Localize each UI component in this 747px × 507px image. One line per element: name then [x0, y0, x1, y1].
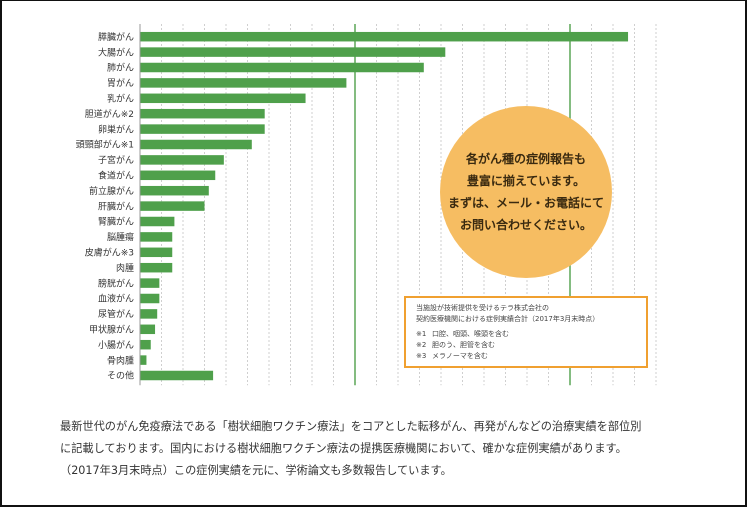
category-label: 膵臓がん: [98, 31, 134, 43]
bar: [140, 93, 306, 104]
bar: [140, 293, 160, 304]
note-mark: ※2: [416, 341, 427, 349]
caption-line: 最新世代のがん免疫療法である「樹状細胞ワクチン療法」をコアとした転移がん、再発が…: [60, 420, 642, 433]
bar: [140, 139, 252, 150]
category-label: 前立腺がん: [89, 185, 134, 197]
category-label: 卵巣がん: [98, 123, 134, 135]
bar: [140, 185, 209, 196]
category-label: 皮膚がん※3: [85, 247, 134, 259]
bars: [140, 31, 629, 381]
category-label: 尿管がん: [98, 308, 134, 320]
bar: [140, 78, 347, 88]
bar: [140, 62, 424, 73]
category-label: 頭頸部がん※1: [76, 139, 134, 151]
category-label: 子宮がん: [98, 154, 134, 166]
bar: [140, 124, 265, 134]
category-label: 大腸がん: [98, 46, 134, 58]
note-item: ※1 口腔、咽頭、喉頭を含む: [416, 329, 636, 340]
caption-line: （2017年3月末時点）この症例実績を元に、学術論文も多数報告しています。: [60, 464, 452, 477]
bubble-line: まずは、メール・お電話にて: [447, 196, 604, 210]
category-label: 膀胱がん: [98, 277, 134, 289]
category-label: 腎臓がん: [98, 216, 134, 228]
category-label: 胃がん: [107, 77, 134, 89]
bar: [140, 324, 156, 335]
bubble-line: 各がん種の症例報告も: [465, 152, 586, 166]
bar: [140, 155, 224, 165]
bar: [140, 170, 216, 181]
bar: [140, 309, 158, 319]
bar: [140, 232, 173, 242]
bar: [140, 355, 147, 365]
note-text: メラノーマを含む: [432, 352, 488, 360]
category-label: 脳腫瘍: [107, 231, 134, 243]
note-text: 口腔、咽頭、喉頭を含む: [432, 330, 509, 338]
bar: [140, 31, 629, 42]
bubble-line: お問い合わせください。: [459, 218, 592, 232]
bubble-line: 豊富に揃えています。: [466, 174, 586, 188]
bar: [140, 370, 214, 381]
category-label: 胆道がん※2: [85, 108, 134, 120]
note-text: 胆のう、胆管を含む: [432, 341, 495, 349]
category-label: 肝臓がん: [98, 200, 134, 212]
notes-header-line: 当施設が技術提供を受けるテラ株式会社の: [416, 304, 549, 312]
category-label: 小腸がん: [98, 339, 134, 351]
bar: [140, 247, 173, 258]
bar: [140, 47, 446, 57]
note-mark: ※3: [416, 352, 427, 360]
category-label: 骨肉腫: [107, 354, 134, 366]
note-mark: ※1: [416, 330, 427, 338]
bar: [140, 216, 175, 227]
category-label: 甲状腺がん: [89, 324, 134, 336]
category-label: 食道がん: [98, 170, 134, 182]
bar: [140, 278, 160, 288]
bar: [140, 201, 205, 211]
notes-header-line: 契約医療機関における症例実績合計（2017年3月末時点）: [416, 315, 600, 323]
caption-text: 最新世代のがん免疫療法である「樹状細胞ワクチン療法」をコアとした転移がん、再発が…: [60, 416, 720, 482]
category-label: 血液がん: [98, 293, 134, 305]
category-label: 乳がん: [107, 93, 134, 105]
category-label: 肺がん: [107, 62, 134, 74]
category-label: 肉腫: [116, 262, 134, 274]
bar: [140, 108, 265, 119]
category-label: その他: [107, 370, 134, 382]
note-item: ※3 メラノーマを含む: [416, 351, 636, 362]
caption-line: に記載しております。国内における樹状細胞ワクチン療法の提携医療機関において、確か…: [60, 442, 627, 455]
notes-box: 当施設が技術提供を受けるテラ株式会社の 契約医療機関における症例実績合計（201…: [404, 296, 648, 368]
info-bubble: 各がん種の症例報告も 豊富に揃えています。 まずは、メール・お電話にて お問い合…: [440, 106, 612, 278]
bar: [140, 262, 173, 273]
bar: [140, 339, 151, 350]
note-item: ※2 胆のう、胆管を含む: [416, 340, 636, 351]
